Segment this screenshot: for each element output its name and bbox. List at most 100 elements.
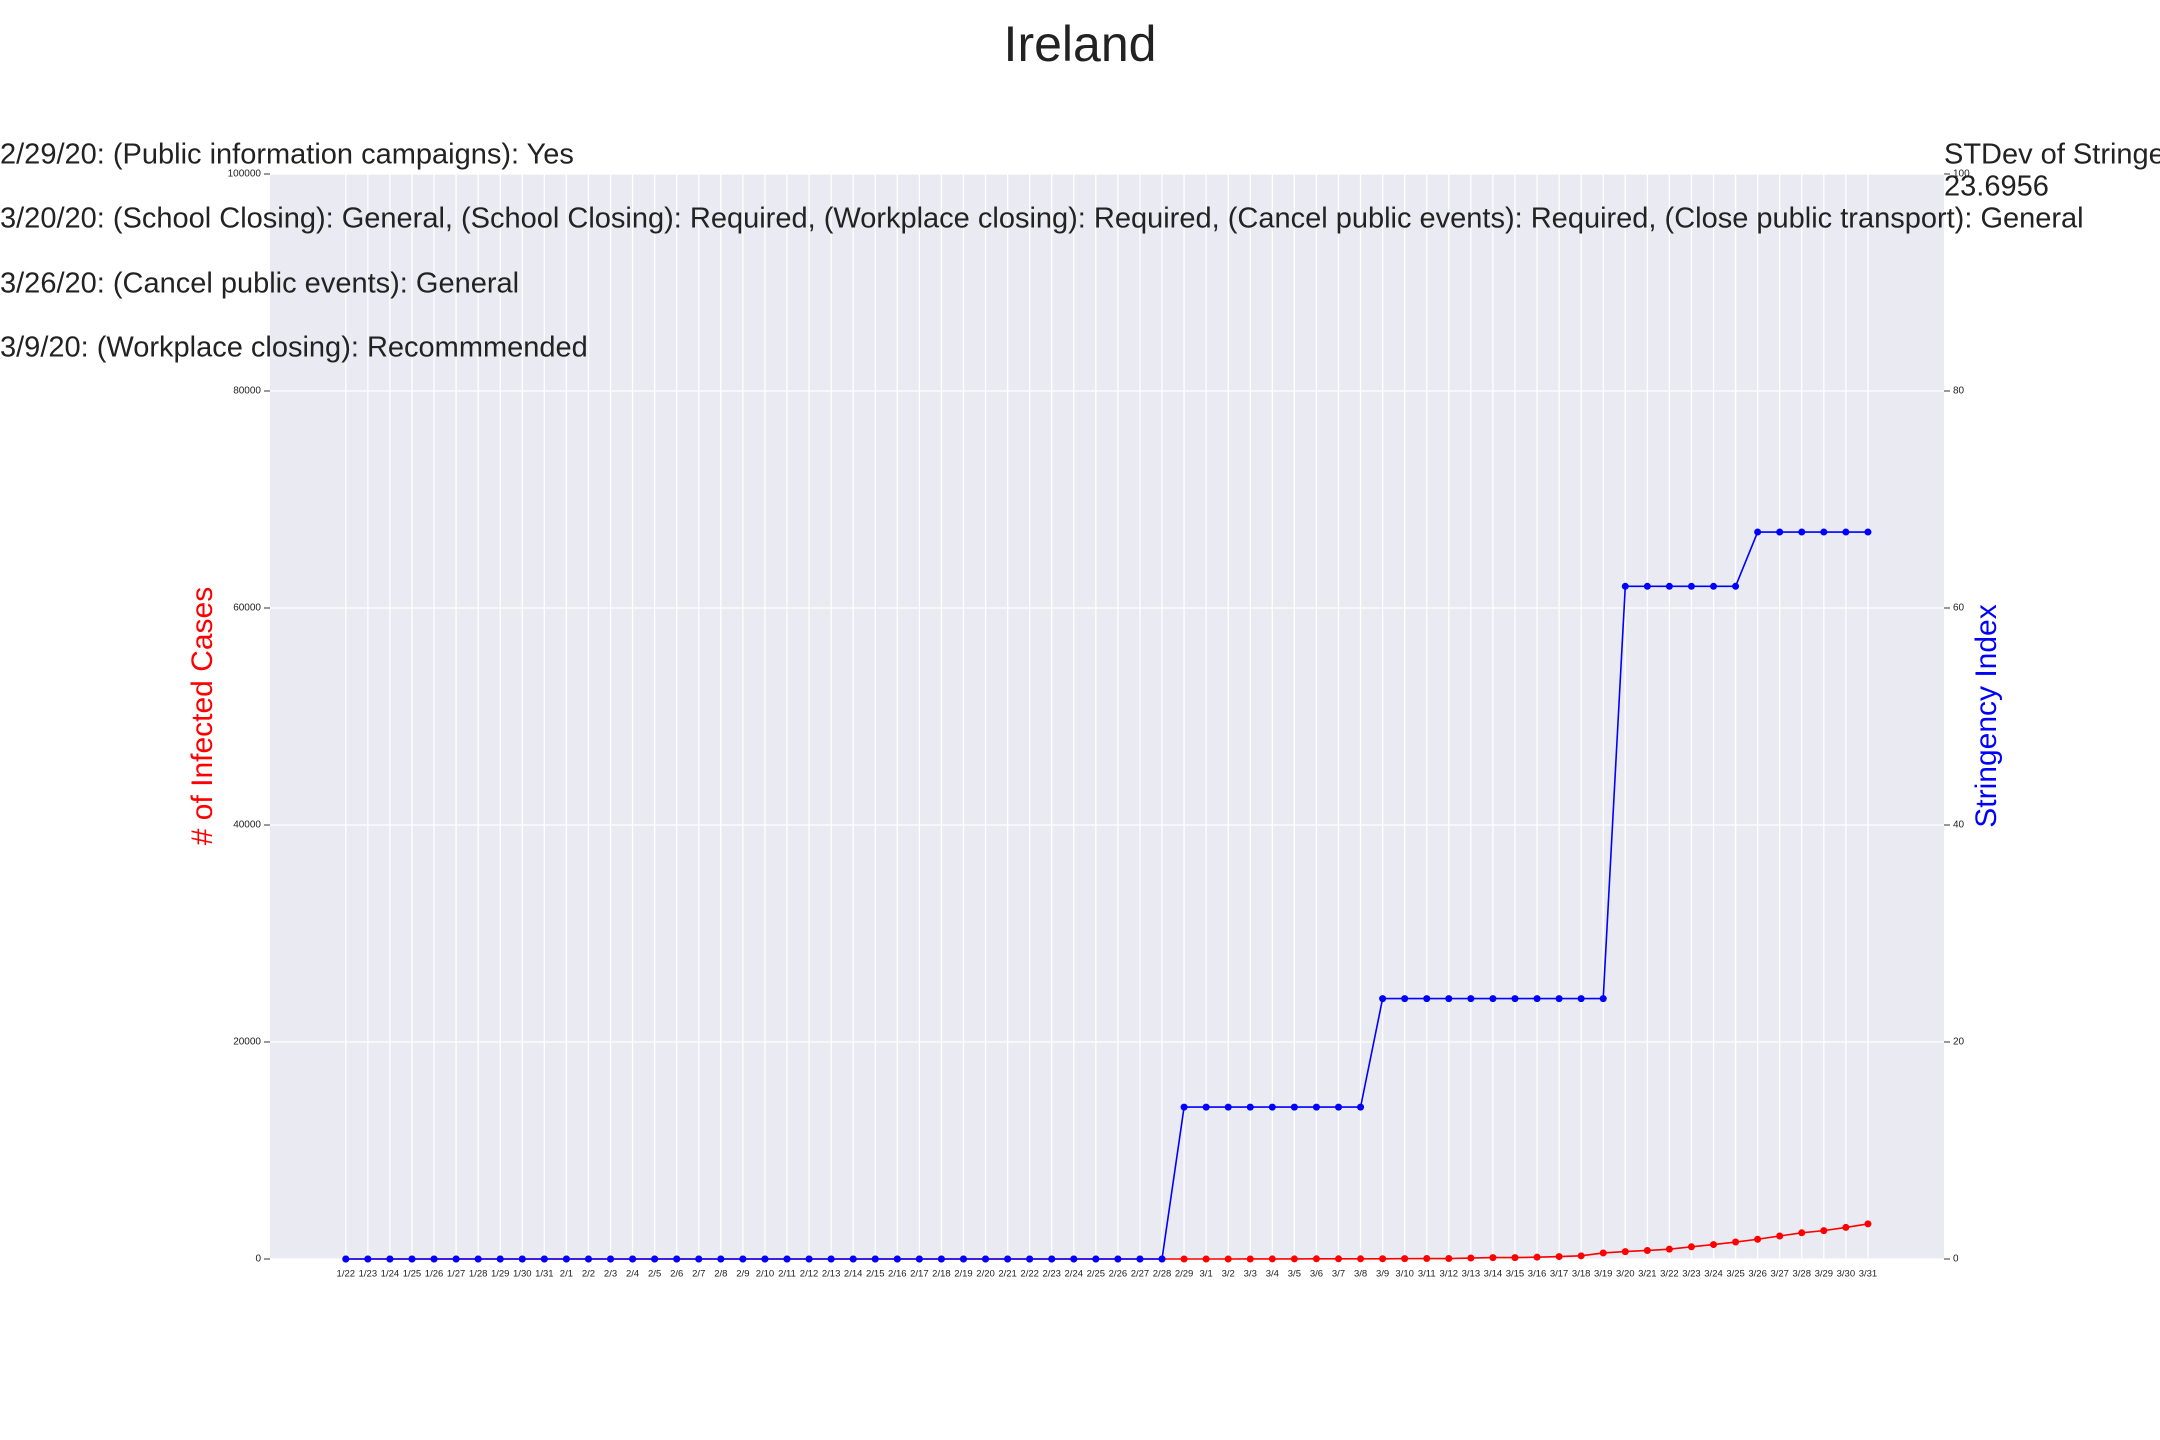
- point: [1202, 1255, 1210, 1263]
- point: [651, 1255, 659, 1263]
- y2-axis-label: Stringency Index: [1970, 604, 2003, 827]
- y2-tick-label: 20: [1953, 1037, 1965, 1048]
- point: [695, 1255, 703, 1263]
- x-tick-label: 3/12: [1440, 1269, 1459, 1280]
- point: [1357, 1255, 1365, 1263]
- point: [1092, 1255, 1100, 1263]
- point: [342, 1255, 350, 1263]
- point: [1842, 1223, 1850, 1231]
- point: [1864, 1220, 1872, 1228]
- point: [1401, 1255, 1409, 1263]
- x-tick-label: 1/28: [469, 1269, 488, 1280]
- point: [1489, 1254, 1497, 1262]
- point: [1533, 1253, 1541, 1261]
- y-tick-label: 80000: [233, 386, 261, 397]
- x-tick-label: 3/31: [1859, 1269, 1878, 1280]
- point: [871, 1255, 879, 1263]
- x-tick-label: 3/9: [1376, 1269, 1389, 1280]
- x-tick-label: 2/14: [844, 1269, 863, 1280]
- x-tick-label: 3/26: [1748, 1269, 1767, 1280]
- x-tick-label: 3/7: [1332, 1269, 1345, 1280]
- x-tick-label: 3/13: [1462, 1269, 1481, 1280]
- x-tick-label: 3/8: [1354, 1269, 1367, 1280]
- y-axis-label: # of Infected Cases: [186, 587, 219, 846]
- y2-tick-label: 100: [1953, 169, 1970, 180]
- point: [717, 1255, 725, 1263]
- point: [1180, 1255, 1188, 1263]
- x-tick-label: 3/16: [1528, 1269, 1547, 1280]
- x-tick-label: 2/23: [1042, 1269, 1061, 1280]
- point: [915, 1255, 923, 1263]
- x-tick-label: 3/29: [1815, 1269, 1834, 1280]
- x-tick-label: 1/25: [403, 1269, 422, 1280]
- x-tick-label: 2/16: [888, 1269, 907, 1280]
- point: [1224, 1103, 1232, 1111]
- x-tick-label: 2/26: [1109, 1269, 1128, 1280]
- point: [1643, 1246, 1651, 1254]
- y2-tick-label: 80: [1953, 386, 1965, 397]
- x-tick-label: 2/20: [976, 1269, 995, 1280]
- point: [893, 1255, 901, 1263]
- point: [805, 1255, 813, 1263]
- plot-area: [270, 174, 1944, 1259]
- point: [1445, 1255, 1453, 1263]
- point: [562, 1255, 570, 1263]
- y2-tick-label: 60: [1953, 603, 1965, 614]
- x-tick-label: 3/1: [1200, 1269, 1213, 1280]
- point: [1136, 1255, 1144, 1263]
- x-tick-label: 2/22: [1020, 1269, 1039, 1280]
- x-tick-label: 2/18: [932, 1269, 951, 1280]
- point: [1070, 1255, 1078, 1263]
- point: [1511, 995, 1519, 1003]
- point: [1268, 1255, 1276, 1263]
- x-tick-label: 2/12: [800, 1269, 819, 1280]
- x-tick-label: 3/18: [1572, 1269, 1591, 1280]
- x-tick-label: 2/21: [998, 1269, 1017, 1280]
- point: [1555, 1253, 1563, 1261]
- side-note: 23.6956: [1944, 171, 2049, 203]
- point: [1379, 995, 1387, 1003]
- point: [1423, 995, 1431, 1003]
- point: [1665, 582, 1673, 590]
- point: [1533, 995, 1541, 1003]
- point: [1754, 1235, 1762, 1243]
- x-tick-label: 3/11: [1418, 1269, 1436, 1280]
- x-tick-label: 3/17: [1550, 1269, 1569, 1280]
- x-tick-label: 3/20: [1616, 1269, 1635, 1280]
- series-line: [345, 531, 1868, 1260]
- x-tick-label: 1/24: [381, 1269, 400, 1280]
- point: [1246, 1103, 1254, 1111]
- x-tick-label: 3/30: [1837, 1269, 1856, 1280]
- point: [364, 1255, 372, 1263]
- x-tick-label: 3/25: [1726, 1269, 1745, 1280]
- point: [1687, 582, 1695, 590]
- point: [982, 1255, 990, 1263]
- chart-title: Ireland: [1004, 16, 1157, 72]
- point: [1379, 1255, 1387, 1263]
- point: [827, 1255, 835, 1263]
- point: [1202, 1103, 1210, 1111]
- point: [1511, 1254, 1519, 1262]
- x-tick-label: 2/29: [1175, 1269, 1194, 1280]
- point: [1754, 528, 1762, 536]
- point: [540, 1255, 548, 1263]
- point: [1312, 1255, 1320, 1263]
- x-tick-label: 3/27: [1770, 1269, 1789, 1280]
- point: [1004, 1255, 1012, 1263]
- point: [1312, 1103, 1320, 1111]
- y-tick-label: 100000: [228, 169, 262, 180]
- point: [518, 1255, 526, 1263]
- point: [1577, 1252, 1585, 1260]
- y-tick-label: 60000: [233, 603, 261, 614]
- x-tick-label: 2/9: [736, 1269, 749, 1280]
- point: [1864, 528, 1872, 536]
- x-tick-label: 2/17: [910, 1269, 929, 1280]
- point: [1114, 1255, 1122, 1263]
- x-tick-label: 2/19: [954, 1269, 973, 1280]
- x-tick-label: 3/28: [1793, 1269, 1812, 1280]
- point: [430, 1255, 438, 1263]
- point: [1710, 1241, 1718, 1249]
- x-tick-label: 2/5: [648, 1269, 661, 1280]
- x-tick-label: 1/22: [337, 1269, 356, 1280]
